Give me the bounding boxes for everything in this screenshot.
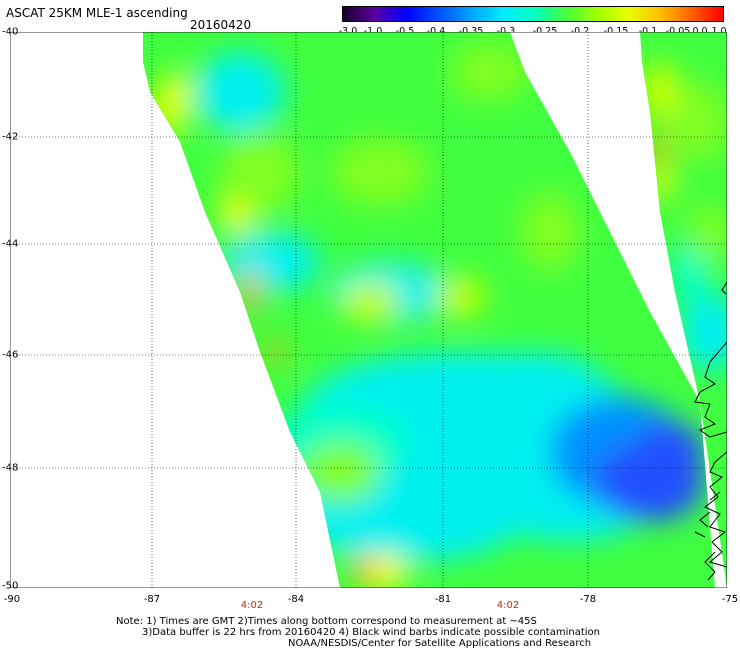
field-patch — [220, 232, 320, 292]
swath-map — [10, 32, 727, 588]
lat-label: -48 — [2, 462, 19, 474]
lon-label: -81 — [434, 594, 452, 605]
lon-label: -90 — [3, 594, 21, 605]
coastline — [694, 281, 727, 581]
colorbar-label: -0.2 — [571, 26, 590, 37]
colorbar-label: -1.0 — [364, 26, 383, 37]
lon-label: -87 — [143, 594, 161, 605]
field-patch — [267, 340, 283, 364]
colorbar — [342, 6, 724, 22]
field-patch — [242, 267, 258, 317]
field-patch — [150, 302, 230, 362]
field-patch — [435, 277, 485, 317]
colorbar-label: 0.0 — [692, 26, 707, 37]
field-patch — [680, 292, 727, 372]
field-patch — [640, 62, 680, 122]
field-patch — [195, 52, 285, 132]
field-patch — [300, 442, 380, 502]
colorbar-labels: -3.0 -1.0 -0.5 -0.4 -0.35 -0.3 -0.25 -0.… — [338, 26, 730, 38]
product-date: 20160420 — [190, 18, 252, 32]
note-line-1: Note: 1) Times are GMT 2)Times along bot… — [116, 616, 537, 627]
lon-label: -84 — [287, 594, 305, 605]
colorbar-label: -0.4 — [427, 26, 446, 37]
field-patch — [450, 352, 610, 432]
colorbar-label: -3.0 — [339, 26, 358, 37]
colorbar-label: -0.15 — [604, 26, 629, 37]
colorbar-label: 1.0 — [711, 26, 726, 37]
lat-label: -40 — [2, 26, 19, 38]
lat-label: -46 — [2, 349, 19, 361]
colorbar-label: -0.35 — [459, 26, 484, 37]
field-patch — [220, 132, 300, 212]
field-patch — [520, 192, 580, 272]
field-patch — [670, 82, 727, 162]
note-line-2: 3)Data buffer is 22 hrs from 20160420 4)… — [142, 627, 600, 638]
swath-west — [143, 32, 715, 588]
field-patch — [355, 556, 375, 588]
lat-label: -50 — [2, 580, 19, 592]
colorbar-label: -0.3 — [497, 26, 516, 37]
time-label: 4:02 — [240, 600, 264, 611]
lon-label: -78 — [579, 594, 597, 605]
note-line-3: NOAA/NESDIS/Center for Satellite Applica… — [288, 638, 592, 649]
lon-label: -75 — [721, 594, 739, 605]
colorbar-label: -0.1 — [639, 26, 658, 37]
field-patch — [161, 72, 189, 112]
colorbar-label: -0.05 — [666, 26, 691, 37]
field-patch — [330, 137, 430, 207]
colorbar-label: -0.5 — [396, 26, 415, 37]
product-title: ASCAT 25KM MLE-1 ascending — [6, 6, 188, 20]
graticule — [10, 32, 727, 588]
field-patch — [690, 202, 727, 262]
lat-label: -44 — [2, 238, 19, 250]
field-patch — [340, 282, 400, 322]
field-patch — [652, 162, 672, 202]
lat-label: -42 — [2, 131, 19, 143]
colorbar-label: -0.25 — [533, 26, 558, 37]
field-patch — [635, 422, 705, 482]
field-patch — [450, 42, 530, 102]
time-label: 4:02 — [496, 600, 520, 611]
